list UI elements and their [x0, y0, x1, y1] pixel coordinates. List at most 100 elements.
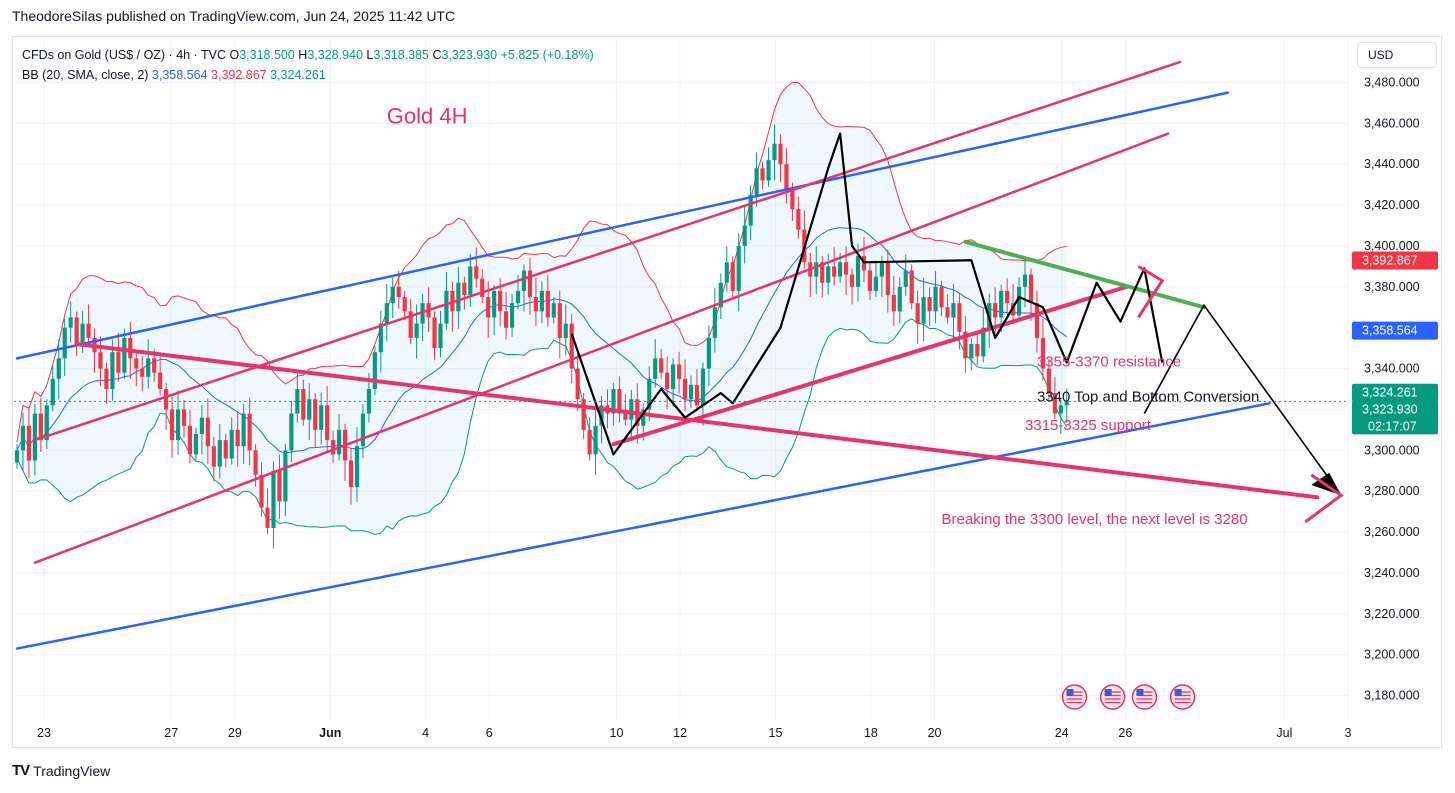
- price-tick-label: 3,260.000: [1364, 525, 1420, 539]
- candle-body: [402, 297, 407, 312]
- candle-body: [301, 389, 306, 420]
- candle-body: [414, 323, 419, 338]
- annotation-text: 3355-3370 resistance: [1037, 354, 1181, 371]
- open-label: O: [229, 48, 240, 62]
- annotation-text: Breaking the 3300 level, the next level …: [942, 511, 1248, 528]
- candle-body: [1064, 401, 1069, 406]
- time-tick-label: 24: [1055, 726, 1069, 740]
- candle-body: [229, 429, 234, 459]
- candle-body: [68, 317, 73, 328]
- change-value: +5.825 (+0.18%): [500, 48, 594, 62]
- candle-body: [146, 358, 151, 377]
- candle-body: [820, 262, 825, 283]
- time-tick-label: 27: [164, 726, 178, 740]
- candle-body: [360, 413, 366, 447]
- event-icons: [1061, 684, 1196, 710]
- candle-body: [915, 303, 920, 324]
- candle-body: [521, 270, 527, 291]
- brand-name: TradingView: [33, 762, 111, 779]
- price-label-text: 3,392.867: [1362, 254, 1418, 268]
- candle-body: [766, 160, 771, 181]
- candle-body: [981, 327, 986, 357]
- candle-body: [408, 311, 413, 338]
- candle-body: [843, 262, 849, 275]
- candle-body: [533, 297, 539, 312]
- candle-body: [390, 286, 395, 304]
- tradingview-brand[interactable]: TV TradingView: [12, 762, 110, 779]
- candle-body: [993, 303, 998, 318]
- candle-body: [152, 358, 157, 373]
- trend-drawings: [15, 60, 1344, 650]
- candle-body: [199, 417, 204, 434]
- candle-body: [193, 433, 199, 455]
- candle-body: [456, 282, 461, 312]
- candle-body: [706, 337, 711, 369]
- candle-body: [432, 317, 437, 349]
- candle-body: [665, 372, 670, 389]
- candle-body: [814, 262, 819, 277]
- candle-body: [563, 323, 568, 338]
- candle-body: [462, 282, 467, 295]
- price-label-text: 3,358.564: [1362, 324, 1418, 338]
- flag-canton: [1174, 689, 1182, 696]
- time-tick-label: Jul: [1276, 726, 1292, 740]
- price-tick-label: 3,480.000: [1364, 75, 1420, 89]
- candle-body: [313, 399, 318, 430]
- candle-body: [969, 344, 974, 359]
- descending-trendline: [74, 342, 1320, 500]
- rising-support: [611, 284, 1129, 447]
- close-label: C: [432, 48, 442, 62]
- candle-body: [778, 143, 783, 165]
- bb-label[interactable]: BB (20, SMA, close, 2): [22, 68, 149, 82]
- flag-canton: [1066, 689, 1074, 696]
- symbol-label[interactable]: CFDs on Gold (US$ / OZ) · 4h · TVC: [22, 48, 226, 62]
- candle-body: [20, 425, 26, 451]
- candle-body: [438, 323, 443, 349]
- candle-body: [86, 323, 91, 338]
- candle-body: [712, 307, 717, 338]
- price-tick-label: 3,380.000: [1364, 280, 1420, 294]
- candle-body: [164, 389, 169, 410]
- currency-button[interactable]: USD: [1357, 42, 1437, 68]
- candle-body: [217, 440, 222, 467]
- bb-basis-value: 3,358.564: [151, 68, 208, 82]
- candle-body: [128, 337, 133, 359]
- price-tick-label: 3,200.000: [1364, 648, 1420, 662]
- countdown-text: 02:17:07: [1368, 419, 1417, 433]
- candle-body: [1046, 368, 1051, 394]
- candle-body: [366, 389, 371, 414]
- candle-body: [688, 384, 694, 400]
- candle-body: [724, 262, 729, 283]
- candle-body: [1040, 337, 1046, 369]
- candle-body: [331, 440, 336, 455]
- candle-body: [480, 278, 485, 298]
- low-value: 3,318.385: [373, 48, 429, 62]
- candle-body: [307, 399, 312, 420]
- candle-body: [527, 270, 533, 298]
- candle-body: [1058, 405, 1063, 414]
- price-label-text: 3,324.261: [1362, 386, 1418, 400]
- low-label: L: [366, 48, 374, 62]
- channel-red-1: [33, 60, 1182, 442]
- bb-upper-line: [16, 81, 1067, 443]
- time-tick-label: 6: [486, 726, 493, 740]
- candle-body: [444, 290, 449, 324]
- candle-body: [104, 368, 109, 389]
- candle-body: [957, 303, 962, 332]
- candle-body: [975, 344, 980, 357]
- legend: CFDs on Gold (US$ / OZ) · 4h · TVC O 3,31…: [22, 45, 594, 85]
- candle-body: [647, 378, 652, 410]
- price-label-text: 3,323.930: [1362, 402, 1418, 416]
- candle-body: [169, 409, 175, 441]
- candle-body: [116, 352, 121, 373]
- candle-body: [909, 270, 914, 304]
- candle-body: [384, 303, 389, 324]
- candle-body: [1028, 274, 1034, 304]
- us-flag-event-icon: [1099, 684, 1126, 710]
- candle-body: [742, 225, 747, 246]
- us-flag-event-icon: [1131, 684, 1158, 710]
- candle-body: [283, 450, 288, 502]
- candle-body: [557, 303, 562, 338]
- candle-body: [110, 352, 115, 389]
